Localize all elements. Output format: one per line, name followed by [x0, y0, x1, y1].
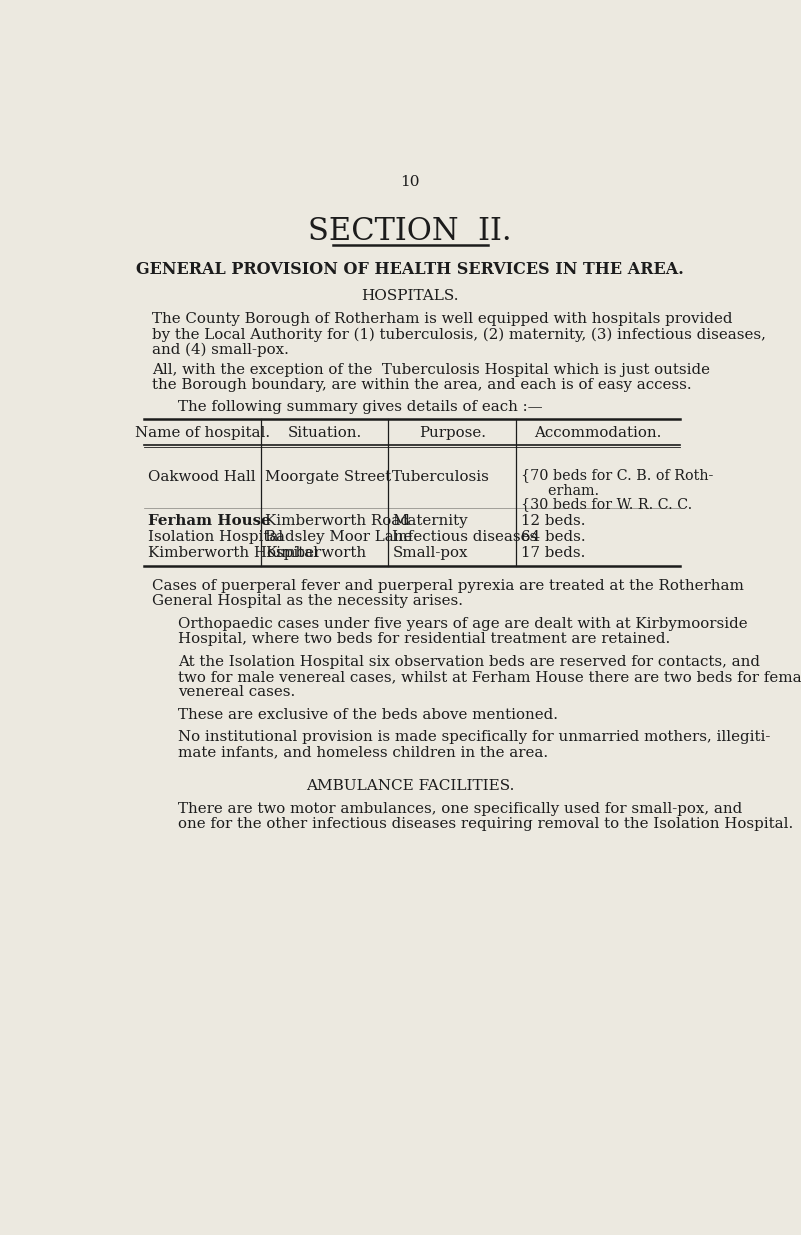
Text: Accommodation.: Accommodation.	[534, 426, 662, 440]
Text: All, with the exception of the  Tuberculosis Hospital which is just outside: All, with the exception of the Tuberculo…	[152, 363, 710, 378]
Text: Ferham House: Ferham House	[148, 514, 271, 527]
Text: Kimberworth: Kimberworth	[265, 546, 366, 559]
Text: At the Isolation Hospital six observation beds are reserved for contacts, and: At the Isolation Hospital six observatio…	[178, 655, 759, 669]
Text: Oakwood Hall: Oakwood Hall	[148, 471, 256, 484]
Text: the Borough boundary, are within the area, and each is of easy access.: the Borough boundary, are within the are…	[152, 378, 692, 393]
Text: Kimberworth Hospital: Kimberworth Hospital	[148, 546, 318, 559]
Text: AMBULANCE FACILITIES.: AMBULANCE FACILITIES.	[306, 779, 514, 793]
Text: Hospital, where two beds for residential treatment are retained.: Hospital, where two beds for residential…	[178, 632, 670, 646]
Text: Badsley Moor Lane: Badsley Moor Lane	[265, 530, 413, 543]
Text: 64 beds.: 64 beds.	[521, 530, 586, 543]
Text: General Hospital as the necessity arises.: General Hospital as the necessity arises…	[152, 594, 463, 609]
Text: Moorgate Street: Moorgate Street	[265, 471, 392, 484]
Text: HOSPITALS.: HOSPITALS.	[361, 289, 459, 303]
Text: Kimberworth Road: Kimberworth Road	[265, 514, 410, 527]
Text: one for the other infectious diseases requiring removal to the Isolation Hospita: one for the other infectious diseases re…	[178, 816, 793, 831]
Text: No institutional provision is made specifically for unmarried mothers, illegiti-: No institutional provision is made speci…	[178, 730, 770, 745]
Text: There are two motor ambulances, one specifically used for small-pox, and: There are two motor ambulances, one spec…	[178, 802, 742, 815]
Text: mate infants, and homeless children in the area.: mate infants, and homeless children in t…	[178, 746, 548, 760]
Text: 12 beds.: 12 beds.	[521, 514, 586, 527]
Text: Situation.: Situation.	[288, 426, 362, 440]
Text: Infectious diseases: Infectious diseases	[392, 530, 537, 543]
Text: venereal cases.: venereal cases.	[178, 685, 295, 699]
Text: The County Borough of Rotherham is well equipped with hospitals provided: The County Borough of Rotherham is well …	[152, 312, 733, 326]
Text: GENERAL PROVISION OF HEALTH SERVICES IN THE AREA.: GENERAL PROVISION OF HEALTH SERVICES IN …	[136, 261, 684, 278]
Text: by the Local Authority for (1) tuberculosis, (2) maternity, (3) infectious disea: by the Local Authority for (1) tuberculo…	[152, 327, 766, 342]
Text: Orthopaedic cases under five years of age are dealt with at Kirbymoorside: Orthopaedic cases under five years of ag…	[178, 618, 747, 631]
Text: These are exclusive of the beds above mentioned.: These are exclusive of the beds above me…	[178, 708, 557, 721]
Text: Small-pox: Small-pox	[392, 546, 468, 559]
Text: Purpose.: Purpose.	[419, 426, 486, 440]
Text: Cases of puerperal fever and puerperal pyrexia are treated at the Rotherham: Cases of puerperal fever and puerperal p…	[152, 579, 744, 593]
Text: SECTION  II.: SECTION II.	[308, 216, 512, 247]
Text: erham.: erham.	[530, 484, 599, 498]
Text: {70 beds for C. B. of Roth-: {70 beds for C. B. of Roth-	[521, 468, 714, 483]
Text: and (4) small-pox.: and (4) small-pox.	[152, 342, 289, 357]
Text: 10: 10	[400, 175, 420, 189]
Text: {30 beds for W. R. C. C.: {30 beds for W. R. C. C.	[521, 496, 692, 511]
Text: Maternity: Maternity	[392, 514, 468, 527]
Text: 17 beds.: 17 beds.	[521, 546, 586, 559]
Text: Name of hospital.: Name of hospital.	[135, 426, 271, 440]
Text: The following summary gives details of each :—: The following summary gives details of e…	[178, 400, 542, 414]
Text: two for male venereal cases, whilst at Ferham House there are two beds for femal: two for male venereal cases, whilst at F…	[178, 669, 801, 684]
Text: Tuberculosis: Tuberculosis	[392, 471, 490, 484]
Text: Isolation Hospital: Isolation Hospital	[148, 530, 284, 543]
